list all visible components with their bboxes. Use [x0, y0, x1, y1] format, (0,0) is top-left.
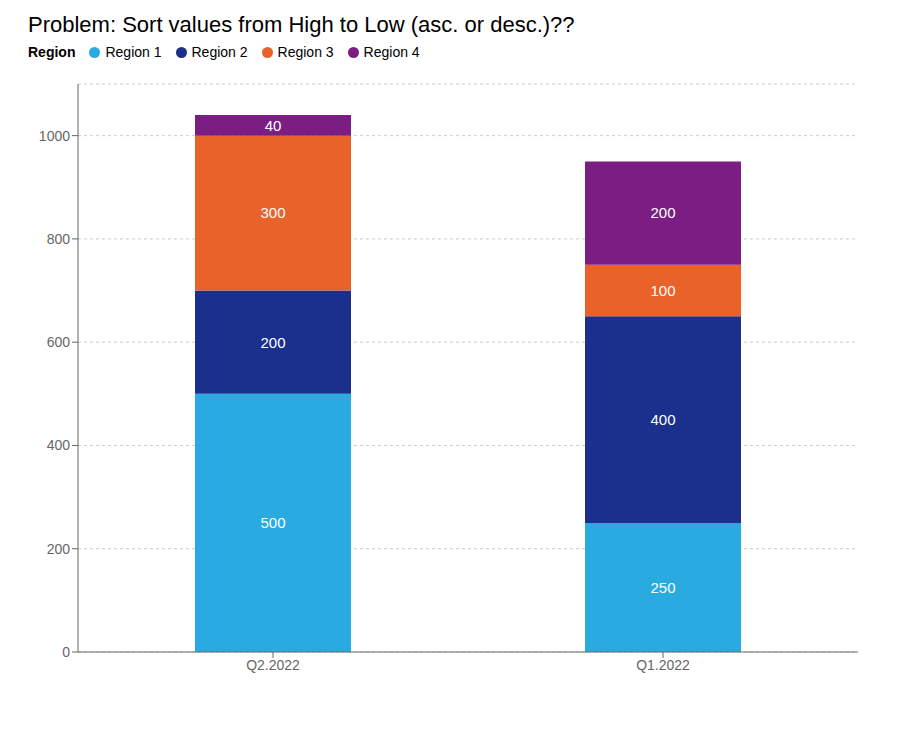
html-text:Region 2: Region 2 [191, 44, 248, 60]
html-text:Region 3: Region 3 [277, 44, 334, 60]
svg-text:200: 200 [47, 541, 71, 557]
svg-text:400: 400 [47, 437, 71, 453]
svg-text:800: 800 [47, 231, 71, 247]
svg-text:200: 200 [260, 334, 285, 351]
svg-text:Q1.2022: Q1.2022 [636, 657, 690, 673]
svg-text:200: 200 [650, 204, 675, 221]
svg-text:100: 100 [650, 282, 675, 299]
svg-text:500: 500 [260, 514, 285, 531]
svg-text:300: 300 [260, 204, 285, 221]
html-text:Region 1: Region 1 [105, 44, 162, 60]
svg-text:250: 250 [650, 579, 675, 596]
svg-text:1000: 1000 [39, 128, 70, 144]
html-text:Region 4: Region 4 [363, 44, 420, 60]
svg-text:400: 400 [650, 411, 675, 428]
svg-text:600: 600 [47, 334, 71, 350]
html-text:Region: Region [28, 44, 76, 60]
svg-text:Q2.2022: Q2.2022 [246, 657, 300, 673]
svg-text:40: 40 [265, 117, 282, 134]
svg-text:0: 0 [62, 644, 70, 660]
html-text:Problem: Sort values from High: Problem: Sort values from High to Low (a… [28, 12, 575, 37]
